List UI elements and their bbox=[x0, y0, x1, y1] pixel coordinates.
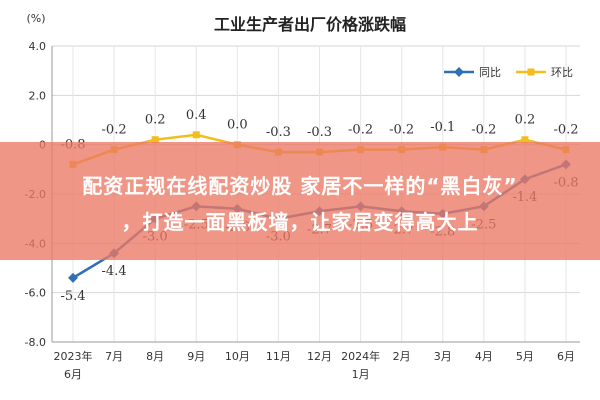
x-tick-label-line2: 6月 bbox=[64, 368, 82, 381]
y-tick-label: 2.0 bbox=[29, 89, 47, 102]
y-tick-label: -6.0 bbox=[25, 287, 46, 300]
data-label: -0.2 bbox=[348, 123, 373, 138]
x-tick-label: 8月 bbox=[146, 350, 164, 363]
x-tick-label: 5月 bbox=[516, 350, 534, 363]
legend: 同比 环比 bbox=[444, 66, 573, 79]
series-point bbox=[151, 136, 159, 144]
data-label: 0.2 bbox=[145, 113, 166, 128]
overlay-headline-line-2[interactable]: ，打造一面黑板墙，让家居变得高大上 bbox=[121, 210, 479, 234]
series-point bbox=[521, 136, 529, 144]
legend-entry: 同比 bbox=[479, 66, 501, 79]
legend-swatch-marker bbox=[527, 68, 535, 76]
legend-swatch-marker bbox=[454, 67, 464, 77]
data-label: 0.4 bbox=[186, 108, 207, 123]
data-label: -0.2 bbox=[553, 123, 578, 138]
data-label: -0.3 bbox=[307, 125, 332, 140]
x-tick-label: 9月 bbox=[187, 350, 205, 363]
x-tick-label: 6月 bbox=[557, 350, 575, 363]
x-tick-label: 3月 bbox=[434, 350, 452, 363]
x-tick-label: 7月 bbox=[105, 350, 123, 363]
x-tick-labels: 2023年 6月 7月 8月 9月 10月 11月 12月 2024年 1月 2月 3月 4月 5月 6月 bbox=[54, 349, 576, 381]
x-tick-label: 2024年 bbox=[341, 349, 380, 363]
data-label: -0.2 bbox=[102, 123, 127, 138]
chart-title: 工业生产者出厂价格涨跌幅 bbox=[214, 15, 406, 34]
y-tick-label: 4.0 bbox=[29, 40, 47, 53]
data-label: 0.2 bbox=[515, 113, 536, 128]
x-tick-label: 11月 bbox=[266, 350, 291, 363]
data-label: -0.3 bbox=[266, 125, 291, 140]
x-tick-label: 12月 bbox=[307, 350, 332, 363]
legend-entry: 环比 bbox=[551, 66, 573, 79]
data-label: -4.4 bbox=[102, 264, 127, 279]
y-axis-unit: (%) bbox=[26, 12, 45, 25]
x-tick-label: 2月 bbox=[393, 350, 411, 363]
overlay-headline-line-1[interactable]: 配资正规在线配资炒股 家居不一样的“黑白灰” bbox=[82, 174, 518, 198]
data-label: -0.2 bbox=[389, 123, 414, 138]
series-point bbox=[192, 131, 200, 139]
x-tick-label-line2: 1月 bbox=[352, 368, 370, 381]
data-label: -0.2 bbox=[471, 123, 496, 138]
y-tick-label: -8.0 bbox=[25, 336, 46, 349]
data-label: 0.0 bbox=[227, 118, 248, 133]
x-tick-label: 4月 bbox=[475, 350, 493, 363]
data-label: -5.4 bbox=[60, 289, 85, 304]
promo-overlay-band bbox=[0, 142, 600, 260]
x-tick-label: 10月 bbox=[225, 350, 250, 363]
x-tick-label: 2023年 bbox=[54, 349, 93, 363]
data-label: -0.1 bbox=[430, 120, 455, 135]
